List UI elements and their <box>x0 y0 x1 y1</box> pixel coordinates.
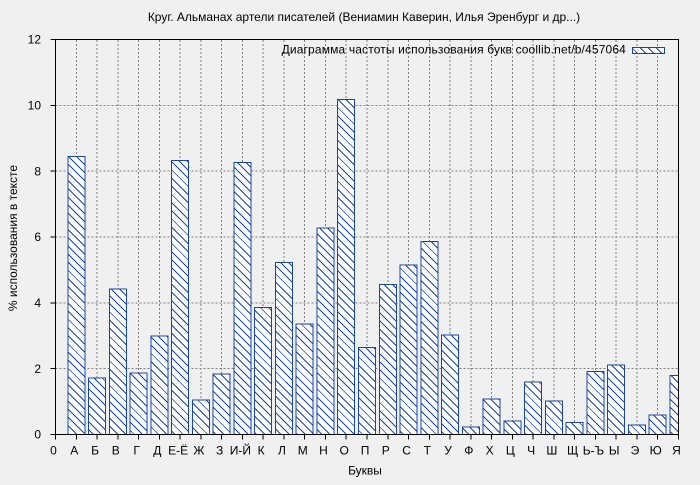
svg-text:Д: Д <box>153 444 161 458</box>
svg-text:Р: Р <box>382 444 390 458</box>
svg-text:Круг. Альманах артели писателе: Круг. Альманах артели писателей (Вениами… <box>148 10 580 24</box>
svg-text:А: А <box>70 444 78 458</box>
svg-text:Е-Ё: Е-Ё <box>168 444 188 458</box>
svg-text:Я: Я <box>672 444 681 458</box>
svg-text:О: О <box>340 444 349 458</box>
svg-text:Л: Л <box>278 444 286 458</box>
svg-text:Б: Б <box>91 444 99 458</box>
svg-text:Х: Х <box>486 444 494 458</box>
svg-text:Ш: Ш <box>546 444 557 458</box>
svg-text:10: 10 <box>28 99 42 113</box>
svg-text:Диаграмма частоты использовани: Диаграмма частоты использования букв coo… <box>282 43 627 57</box>
svg-text:Ь-Ъ: Ь-Ъ <box>583 444 604 458</box>
svg-text:Щ: Щ <box>567 444 578 458</box>
svg-text:Т: Т <box>424 444 432 458</box>
svg-text:С: С <box>402 444 411 458</box>
svg-text:М: М <box>298 444 308 458</box>
svg-text:Ф: Ф <box>464 444 473 458</box>
svg-text:12: 12 <box>28 33 42 47</box>
svg-text:П: П <box>361 444 370 458</box>
svg-text:Ж: Ж <box>193 444 204 458</box>
svg-text:Н: Н <box>319 444 328 458</box>
svg-text:Ц: Ц <box>506 444 515 458</box>
svg-text:К: К <box>258 444 265 458</box>
svg-text:И-Й: И-Й <box>230 443 251 458</box>
svg-text:% использования в тексте: % использования в тексте <box>6 165 20 311</box>
svg-text:0: 0 <box>34 428 41 442</box>
svg-text:8: 8 <box>34 164 41 178</box>
svg-text:4: 4 <box>34 296 41 310</box>
svg-text:З: З <box>216 444 223 458</box>
svg-text:0: 0 <box>50 444 57 458</box>
svg-text:Буквы: Буквы <box>348 464 382 478</box>
svg-text:Ы: Ы <box>609 444 620 458</box>
svg-text:2: 2 <box>34 362 41 376</box>
svg-text:В: В <box>112 444 120 458</box>
svg-text:Г: Г <box>133 444 140 458</box>
svg-text:Э: Э <box>631 444 640 458</box>
svg-text:У: У <box>444 444 452 458</box>
svg-text:6: 6 <box>34 230 41 244</box>
svg-text:Ю: Ю <box>650 444 662 458</box>
svg-text:Ч: Ч <box>527 444 535 458</box>
